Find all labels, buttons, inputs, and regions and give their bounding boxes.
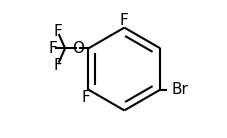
Text: F: F: [81, 90, 90, 105]
Text: F: F: [49, 41, 57, 56]
Text: F: F: [119, 13, 128, 27]
Text: F: F: [53, 24, 62, 39]
Text: Br: Br: [170, 82, 187, 97]
Text: F: F: [53, 58, 62, 73]
Text: O: O: [72, 41, 84, 56]
